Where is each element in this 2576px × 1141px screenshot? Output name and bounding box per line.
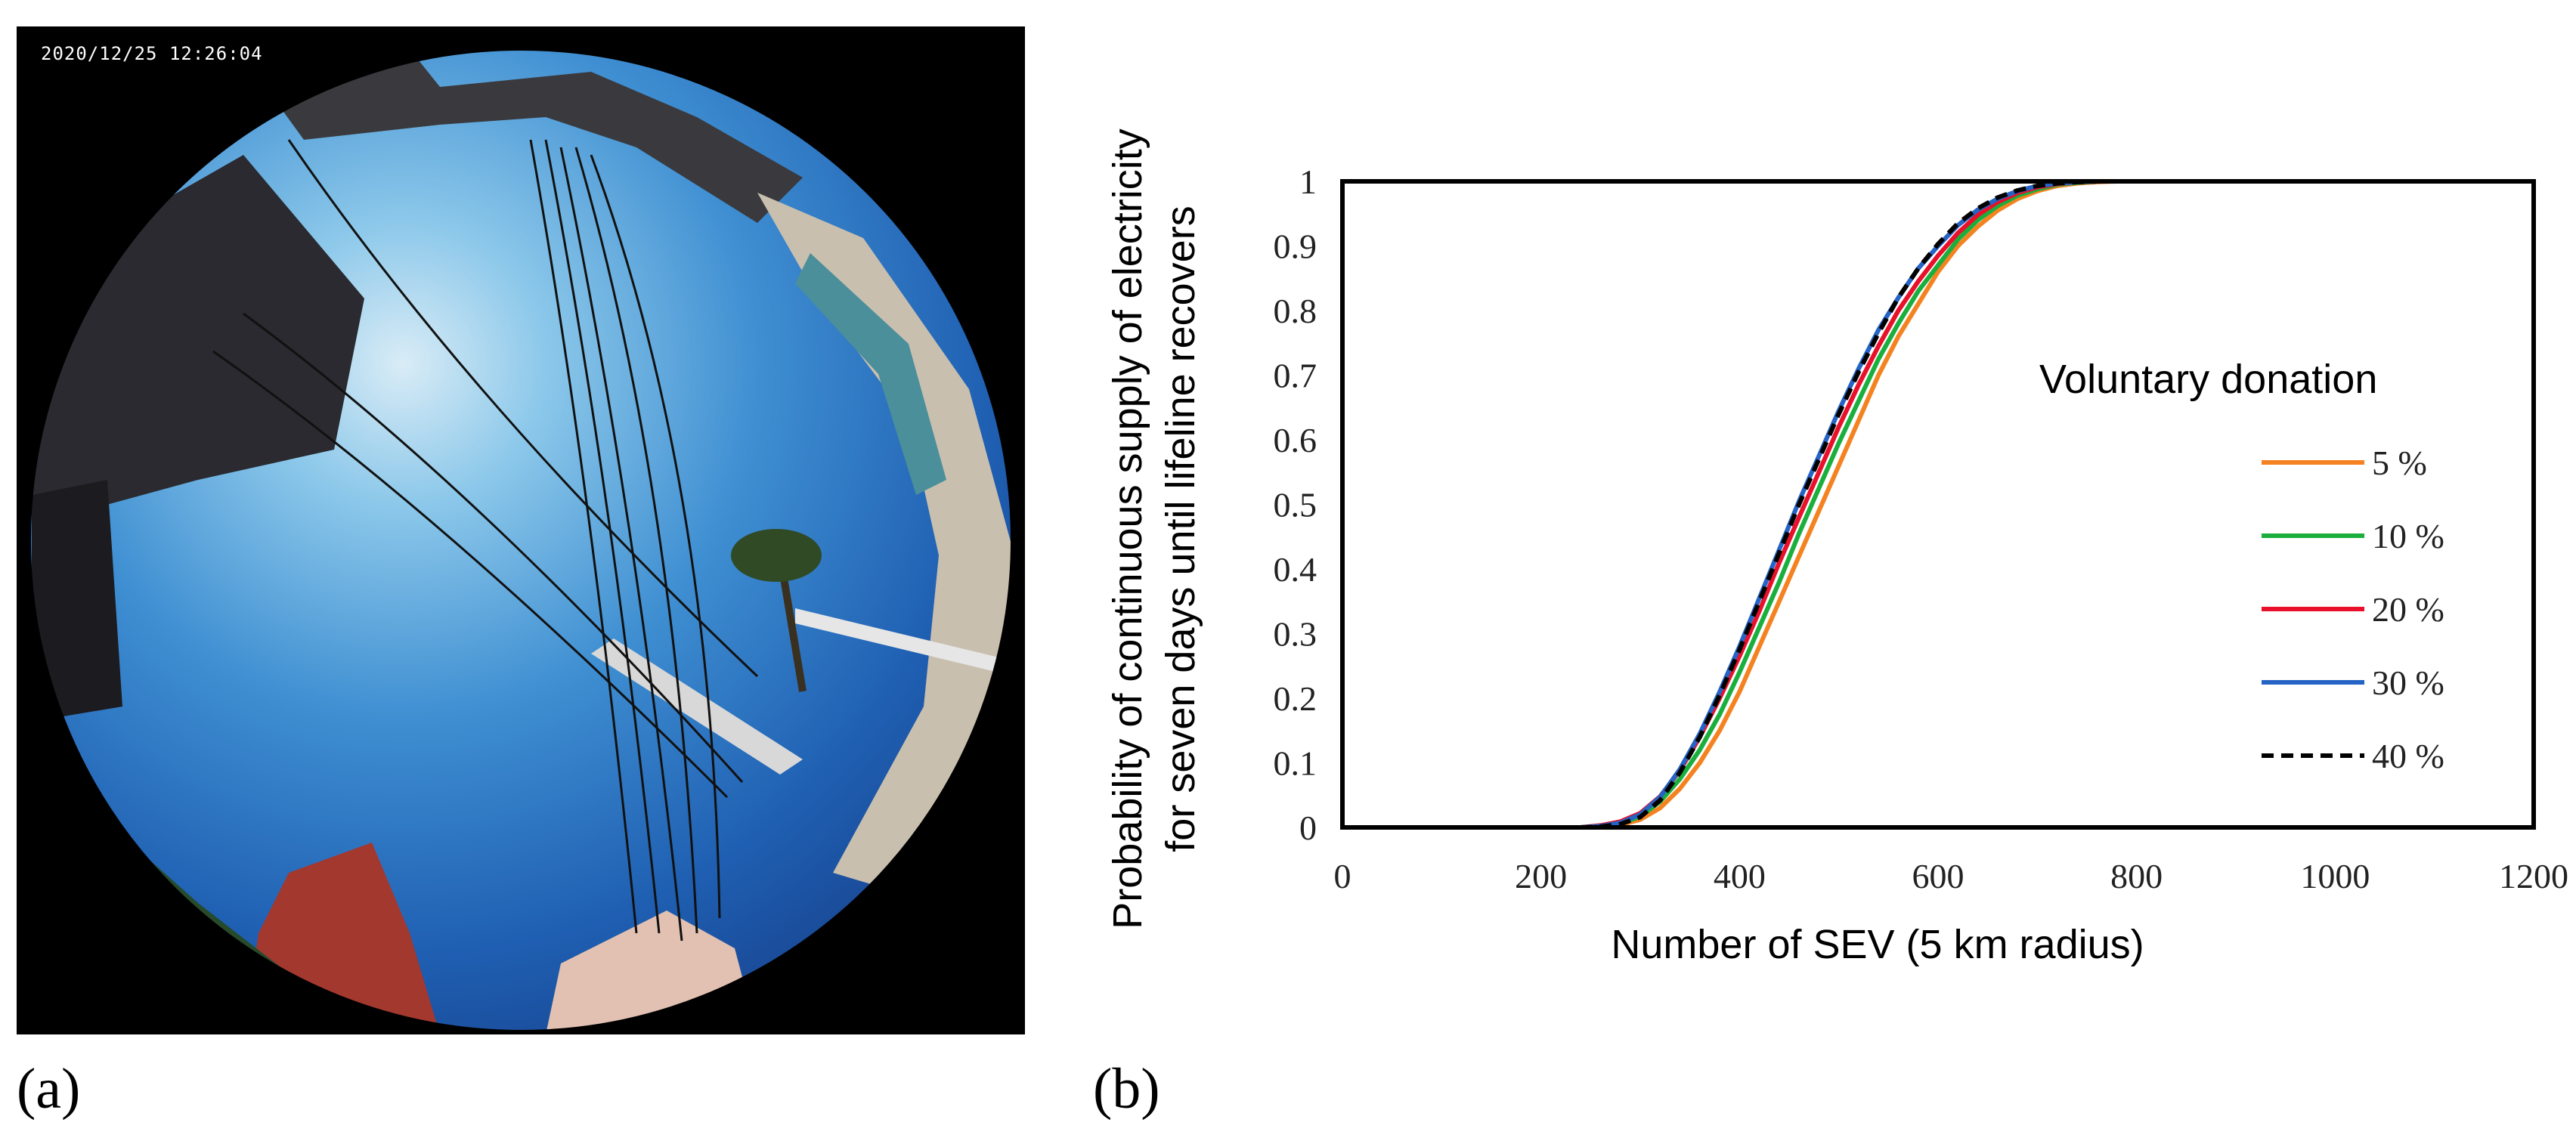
y-tick-label: 0 [1299, 809, 1317, 847]
x-tick-label: 1000 [2300, 857, 2370, 895]
series-lines [1501, 179, 2534, 830]
panel-b-label: (b) [1093, 1057, 1160, 1121]
utility-pole [591, 639, 803, 775]
x-tick-label: 0 [1334, 857, 1351, 895]
y-tick-labels: 0 0.1 0.2 0.3 0.4 0.5 0.6 0.7 0.8 0.9 1 [1274, 162, 1317, 847]
power-lines [212, 139, 759, 942]
y-tick-label: 0.7 [1274, 357, 1317, 395]
y-tick-label: 0.4 [1274, 550, 1317, 589]
y-tick-label: 0.3 [1274, 615, 1317, 654]
legend-label: 20 % [2372, 590, 2444, 629]
y-tick-label: 0.6 [1274, 421, 1317, 459]
y-tick-label: 0.8 [1274, 292, 1317, 330]
x-tick-label: 800 [2110, 857, 2163, 895]
legend-label: 10 % [2372, 517, 2444, 555]
x-axis-label: Number of SEV (5 km radius) [1611, 922, 2144, 967]
series-line-10pct [1501, 179, 2534, 830]
x-tick-label: 400 [1714, 857, 1766, 895]
timestamp-overlay: 2020/12/25 12:26:04 [41, 43, 263, 64]
building-right-accent [795, 253, 946, 495]
series-line-20pct [1501, 179, 2534, 830]
fisheye-sky-photo: 2020/12/25 12:26:04 [17, 26, 1025, 1034]
y-tick-label: 0.5 [1274, 486, 1317, 524]
series-line-30pct [1501, 179, 2534, 830]
legend-title: Voluntary donation [2039, 357, 2377, 402]
x-tick-label: 600 [1912, 857, 1965, 895]
legend-label: 40 % [2372, 737, 2444, 775]
y-tick-label: 0.1 [1274, 744, 1317, 783]
x-tick-label: 200 [1515, 857, 1567, 895]
y-axis-label-line-2: for seven days until lifeline recovers [1158, 206, 1203, 852]
series-line-5pct [1501, 179, 2534, 830]
x-tick-labels: 0 200 400 600 800 1000 1200 [1334, 857, 2569, 895]
legend: Voluntary donation 5 % 10 % 20 % 30 % 40 % [2039, 357, 2444, 775]
building-left-lower [32, 480, 122, 722]
series-line-40pct [1501, 179, 2534, 830]
palm-leaves [731, 529, 822, 582]
fisheye-image [17, 26, 1025, 1034]
streetlight-arm [795, 608, 1012, 676]
y-tick-label: 0.9 [1274, 227, 1317, 266]
probability-chart: Probability of continuous supply of elec… [1105, 128, 2569, 967]
x-tick-label: 1200 [2499, 857, 2568, 895]
y-axis-label-line-1: Probability of continuous supply of elec… [1105, 128, 1150, 929]
legend-label: 30 % [2372, 663, 2444, 702]
legend-label: 5 % [2372, 444, 2427, 482]
panel-a-label: (a) [17, 1057, 81, 1121]
y-tick-label: 1 [1299, 162, 1317, 201]
building-right [757, 193, 1012, 895]
plot-frame [1340, 179, 2536, 830]
building-top [243, 49, 803, 223]
y-axis-label: Probability of continuous supply of elec… [1105, 128, 1203, 929]
y-tick-label: 0.2 [1274, 679, 1317, 718]
